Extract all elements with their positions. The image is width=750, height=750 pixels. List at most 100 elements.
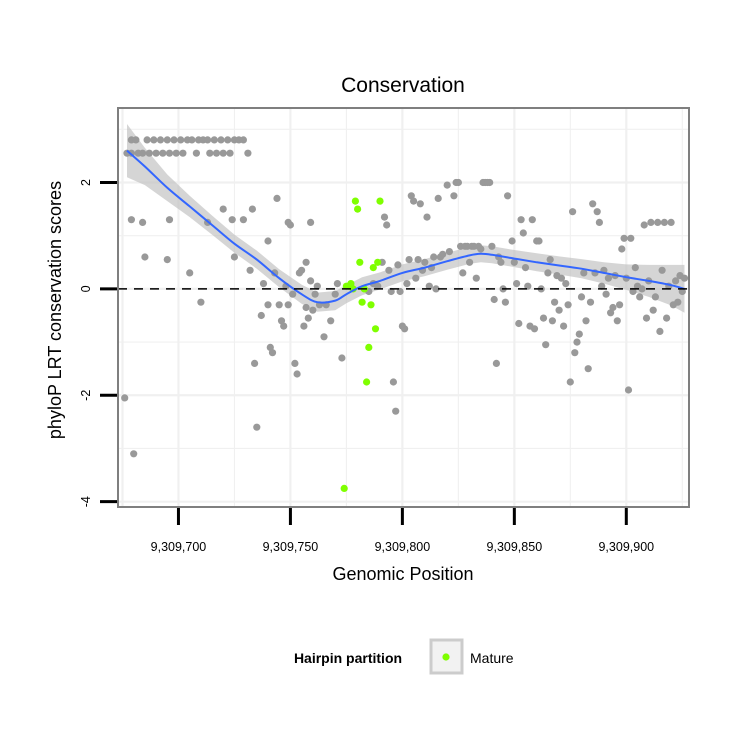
y-tick-label: 2	[79, 179, 93, 186]
data-point-mature	[374, 258, 382, 266]
data-point-other	[333, 280, 341, 288]
data-point-other	[508, 237, 516, 245]
y-axis: -4 -2 0 2	[79, 179, 117, 507]
data-point-other	[150, 136, 158, 144]
data-point-other	[275, 301, 283, 309]
data-point-other	[425, 282, 433, 290]
y-axis-title: phyloP LRT conservation scores	[45, 181, 65, 439]
data-point-other	[230, 253, 238, 261]
data-point-other	[490, 295, 498, 304]
x-tick-label: 9,309,900	[598, 540, 654, 554]
data-point-other	[121, 394, 129, 402]
data-point-other	[165, 216, 174, 224]
data-point-other	[302, 303, 310, 312]
data-point-other	[380, 213, 389, 221]
data-point-other	[477, 245, 485, 253]
data-point-other	[564, 301, 572, 309]
data-point-other	[638, 285, 646, 293]
data-point-other	[609, 303, 617, 312]
data-point-other	[172, 149, 180, 157]
data-point-other	[139, 149, 147, 157]
data-point-other	[293, 370, 301, 378]
data-point-other	[383, 221, 391, 229]
data-point-other	[210, 136, 218, 144]
x-tick-label: 9,309,800	[375, 540, 431, 554]
data-point-other	[627, 234, 635, 242]
data-point-other	[396, 287, 404, 296]
data-point-other	[432, 285, 440, 293]
data-point-other	[562, 280, 570, 288]
data-point-other	[515, 319, 523, 328]
data-point-other	[259, 280, 268, 288]
data-point-other	[542, 341, 550, 349]
data-point-other	[271, 269, 279, 277]
data-point-other	[535, 237, 543, 245]
data-point-other	[414, 256, 422, 264]
data-point-other	[217, 136, 225, 144]
data-point-other	[179, 149, 187, 157]
data-point-mature	[363, 378, 371, 386]
data-point-other	[192, 149, 200, 157]
data-point-mature	[340, 484, 348, 492]
data-point-other	[519, 229, 527, 237]
data-point-other	[551, 298, 559, 306]
data-point-other	[539, 314, 548, 322]
data-point-other	[421, 258, 429, 266]
data-point-other	[640, 221, 648, 229]
data-point-other	[430, 253, 438, 261]
data-point-other	[577, 293, 586, 301]
data-point-other	[307, 218, 315, 226]
legend-title: Hairpin partition	[294, 650, 402, 666]
data-point-other	[311, 290, 319, 298]
data-point-other	[286, 221, 294, 229]
data-point-other	[224, 136, 232, 144]
data-point-other	[159, 149, 167, 157]
x-tick-label: 9,309,750	[263, 540, 319, 554]
data-point-other	[631, 264, 639, 272]
data-point-mature	[367, 301, 375, 309]
data-point-other	[130, 450, 138, 458]
data-point-other	[524, 282, 532, 290]
data-point-other	[555, 306, 563, 314]
data-point-other	[206, 149, 214, 157]
data-point-other	[504, 192, 512, 200]
legend-mature-dot	[442, 653, 450, 661]
data-point-other	[289, 290, 297, 298]
data-point-other	[629, 287, 637, 296]
data-point-other	[618, 245, 626, 253]
data-point-other	[273, 194, 281, 202]
data-point-other	[197, 298, 205, 306]
data-point-other	[517, 216, 525, 224]
data-point-other	[569, 208, 577, 216]
data-point-other	[672, 277, 680, 285]
data-point-mature	[369, 264, 377, 272]
data-point-other	[405, 256, 413, 264]
data-point-other	[410, 197, 418, 205]
data-point-other	[127, 216, 135, 224]
data-point-other	[132, 136, 140, 144]
data-point-other	[257, 311, 265, 320]
data-point-other	[300, 322, 308, 330]
data-point-other	[602, 290, 610, 298]
data-point-other	[443, 181, 451, 189]
data-point-other	[586, 298, 595, 306]
data-point-other	[307, 277, 315, 285]
data-point-other	[401, 325, 409, 333]
data-point-other	[656, 327, 664, 335]
data-point-other	[466, 258, 474, 266]
data-point-mature	[358, 298, 366, 306]
data-point-other	[251, 359, 259, 367]
data-point-other	[248, 205, 256, 213]
data-point-other	[204, 136, 212, 144]
data-point-other	[571, 349, 579, 357]
data-point-other	[649, 306, 657, 314]
data-point-other	[595, 218, 604, 226]
data-point-other	[667, 218, 675, 226]
data-point-other	[392, 407, 400, 415]
data-point-other	[560, 322, 568, 330]
data-point-other	[188, 136, 196, 144]
data-point-other	[139, 218, 147, 226]
data-point-other	[459, 269, 467, 277]
data-point-other	[663, 314, 671, 322]
data-point-other	[660, 218, 669, 226]
